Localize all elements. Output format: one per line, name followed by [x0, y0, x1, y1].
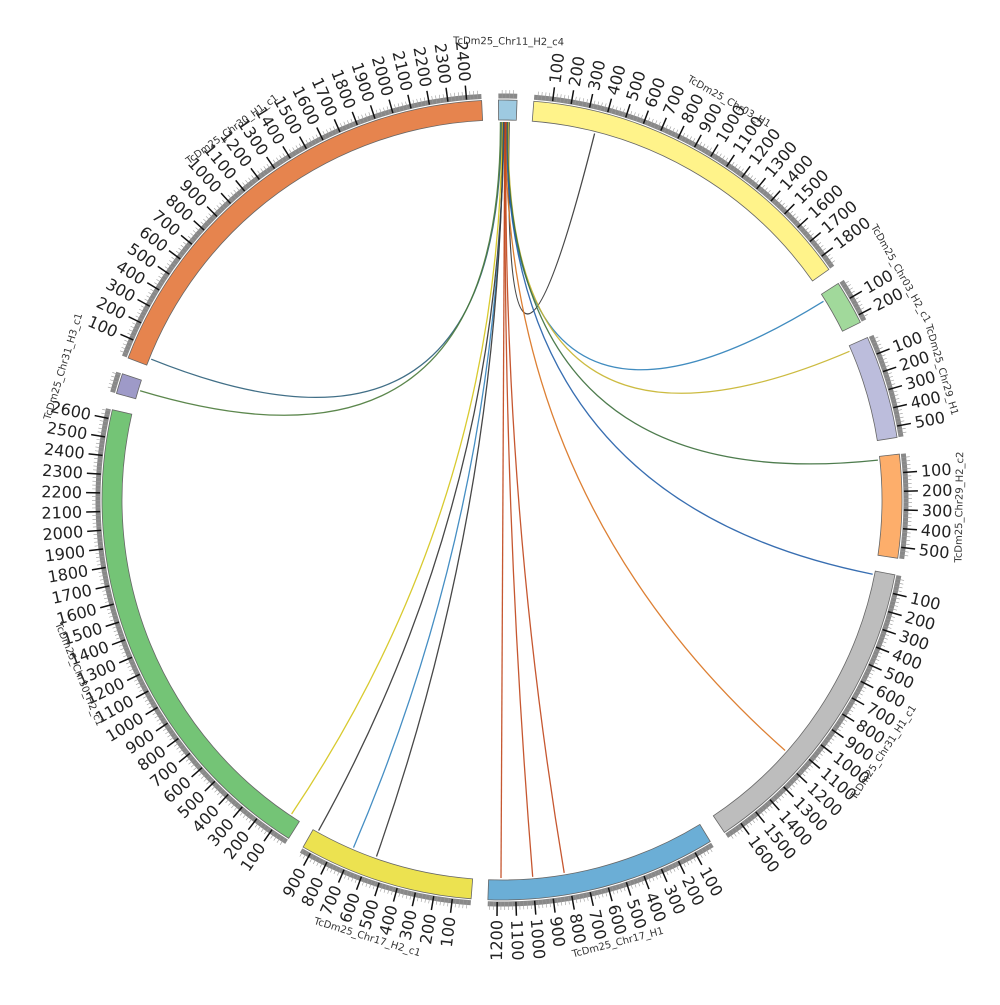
major-tick [87, 530, 101, 531]
tick-label: 2400 [43, 439, 86, 462]
chromosome-label: TcDm25_Chr29_H2_c2 [954, 451, 967, 563]
tick-label: 1000 [527, 918, 549, 960]
chromosome-band [116, 374, 141, 399]
tick-label: 1100 [507, 919, 527, 960]
major-tick [903, 472, 917, 473]
tick-label: 1200 [487, 920, 506, 961]
link-10 [354, 122, 504, 848]
tick-label: 900 [546, 915, 569, 948]
chromosome: 1002003004005006007008009001000110012001… [41, 397, 299, 875]
tick-label: 2000 [42, 522, 84, 544]
chromosome: 100200300400500600700800900TcDm25_Chr17_… [279, 830, 473, 960]
tick-label: 2100 [41, 503, 82, 523]
chromosome-band [498, 100, 517, 120]
chromosome: 1002003004005006007008009001000110012001… [713, 571, 942, 876]
tick-label: 500 [918, 540, 951, 562]
link-11 [377, 122, 504, 857]
major-tick [903, 529, 917, 530]
tick-label: 400 [920, 521, 952, 542]
tick-label: 2400 [452, 40, 475, 82]
tick-label: 200 [922, 481, 953, 501]
link-5 [506, 122, 785, 751]
link-6 [501, 122, 505, 878]
major-tick [207, 207, 217, 217]
links-layer [140, 122, 878, 878]
tick-label: 300 [922, 501, 953, 521]
link-0 [509, 122, 595, 314]
tick-label: 100 [437, 916, 460, 949]
major-tick [87, 473, 101, 474]
tick-label: 2300 [42, 461, 84, 483]
chromosome-band [878, 454, 902, 558]
tick-label: 200 [416, 912, 440, 945]
chromosome-band [532, 101, 829, 281]
chromosome: 1002003004005006007008009001000110012001… [85, 40, 483, 365]
chromosomes-layer: TcDm25_Chr11_H2_c41002003004005006007008… [41, 36, 966, 961]
chromosome: 1002003004005006007008009001000110012001… [532, 52, 874, 281]
chromosome-band [128, 101, 483, 366]
tick-label: 2200 [41, 482, 82, 502]
tick-label: 100 [920, 460, 952, 481]
